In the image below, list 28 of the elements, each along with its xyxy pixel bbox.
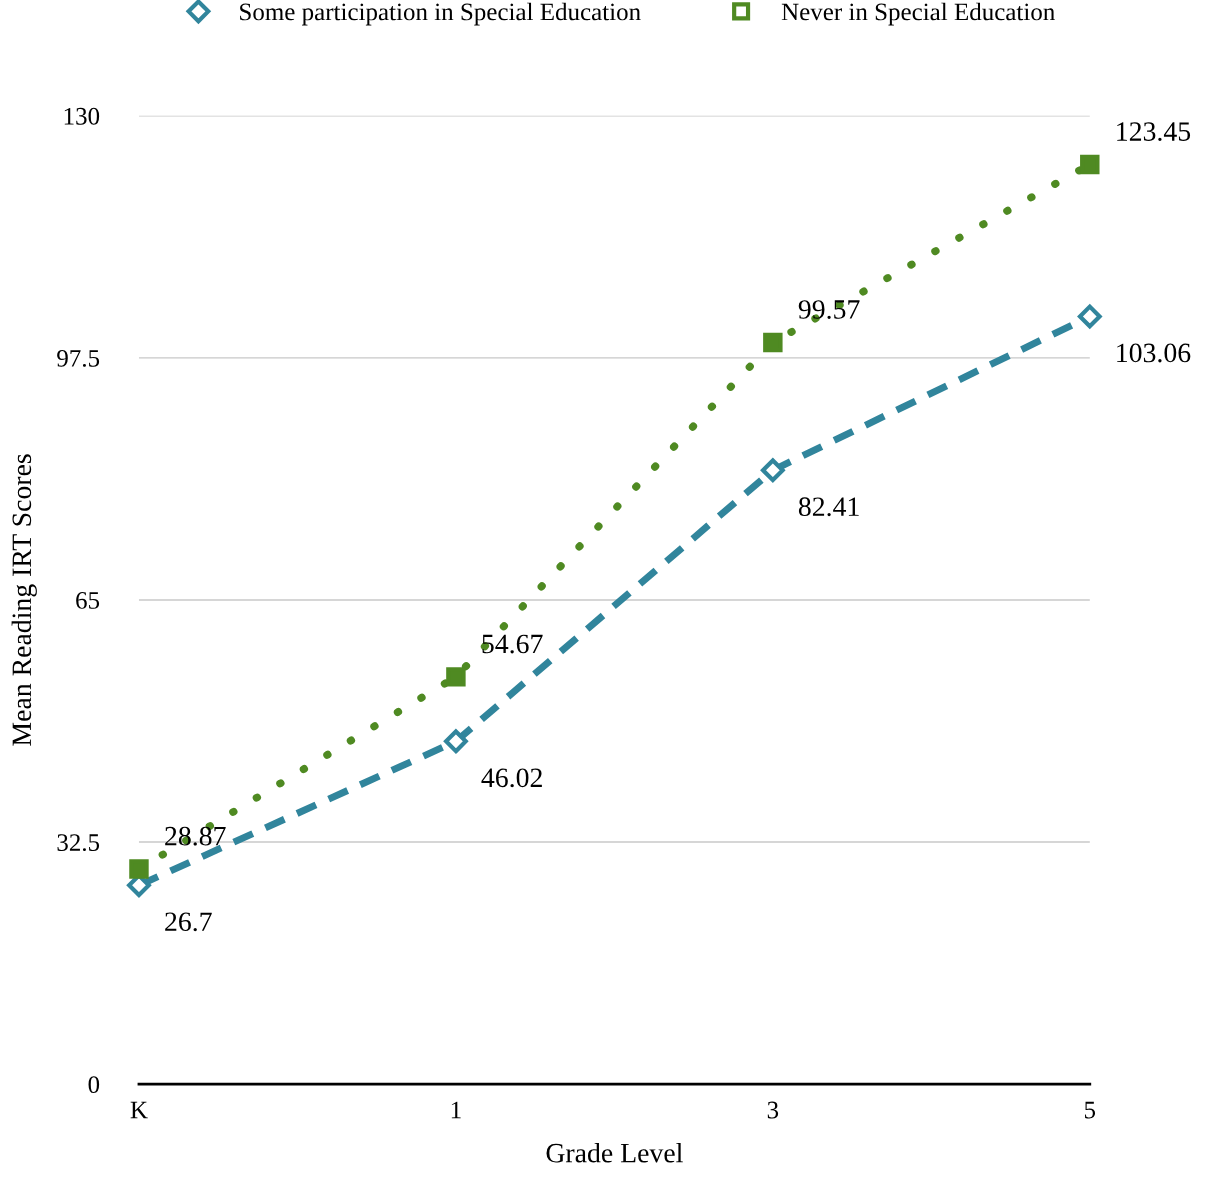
x-axis-title: Grade Level bbox=[546, 1142, 683, 1163]
point bbox=[443, 729, 468, 754]
legend-label: Some participation in Special Education bbox=[240, 2, 641, 26]
point bbox=[446, 667, 466, 687]
data-label: 123.45 bbox=[1117, 122, 1191, 142]
x-tick-label: 3 bbox=[767, 1101, 779, 1119]
legend-label: Never in Special Education bbox=[781, 2, 1055, 26]
x-tick-label: 1 bbox=[451, 1101, 461, 1119]
data-label: 103.06 bbox=[1117, 343, 1191, 363]
x-tick-label: 5 bbox=[1084, 1101, 1096, 1119]
y-tick-label: 97.5 bbox=[57, 349, 100, 367]
y-axis-title: Mean Reading IRT Scores bbox=[11, 454, 37, 746]
x-tick-label: K bbox=[130, 1101, 148, 1119]
data-label: 28.87 bbox=[165, 826, 226, 846]
point bbox=[1077, 304, 1102, 329]
data-label: 99.57 bbox=[798, 300, 860, 319]
data-label: 26.7 bbox=[165, 912, 212, 932]
point bbox=[763, 332, 783, 353]
point bbox=[1080, 154, 1100, 175]
y-tick-label: 0 bbox=[88, 1076, 100, 1094]
point bbox=[760, 458, 785, 483]
data-label: 82.41 bbox=[798, 497, 859, 517]
data-label: 54.67 bbox=[482, 634, 543, 654]
y-tick-label: 65 bbox=[76, 592, 100, 609]
y-tick-label: 130 bbox=[64, 107, 100, 125]
y-tick-label: 32.5 bbox=[57, 834, 100, 852]
data-label: 46.02 bbox=[481, 768, 542, 788]
point bbox=[129, 859, 149, 879]
